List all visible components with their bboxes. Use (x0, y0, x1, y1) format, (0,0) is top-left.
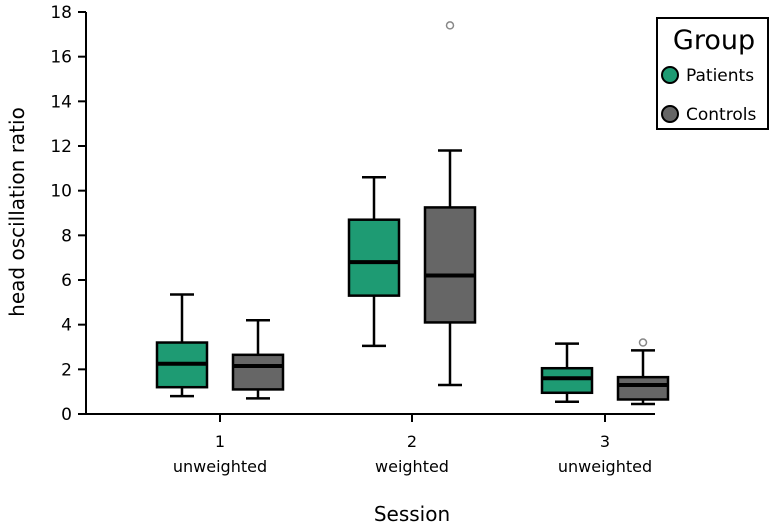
y-tick-label: 16 (50, 48, 72, 68)
x-tick-label: 2 (407, 432, 417, 451)
x-tick-label: 1 (215, 432, 225, 451)
x-tick-sublabel: weighted (375, 457, 449, 476)
y-tick-label: 0 (61, 405, 72, 425)
legend-label-patients: Patients (686, 66, 754, 86)
y-tick-label: 18 (50, 3, 72, 23)
legend-swatch-controls (661, 105, 679, 123)
y-tick-label: 8 (61, 226, 72, 246)
box-controls-session-1-box (231, 353, 285, 391)
y-tick-label: 14 (50, 92, 72, 112)
x-tick-label: 3 (600, 432, 610, 451)
legend-swatch-patients (661, 66, 679, 84)
legend-label-controls: Controls (686, 105, 756, 125)
x-axis-title: Session (374, 502, 450, 526)
x-tick-sublabel: unweighted (173, 457, 267, 476)
y-tick-label: 6 (61, 271, 72, 291)
y-tick-label: 4 (61, 316, 72, 336)
x-tick-sublabel: unweighted (558, 457, 652, 476)
legend: Group Patients Controls (656, 17, 769, 130)
box-controls-session-2-box (423, 206, 477, 324)
y-axis-title: head oscillation ratio (5, 107, 29, 317)
plot-area: 0 2 4 6 8 10 12 14 16 18 1 unweighted 2 weighted 3 unwe… (50, 3, 670, 476)
box-controls-session-2-outlier (445, 21, 455, 30)
box-patients-session-3-box (540, 366, 594, 395)
y-tick-label: 12 (50, 137, 72, 157)
box-controls-session-3-box (616, 375, 670, 401)
box-patients-session-2-box (347, 218, 401, 297)
y-tick-label: 2 (61, 360, 72, 380)
legend-title: Group (673, 25, 755, 56)
y-tick-label: 10 (50, 182, 72, 202)
box-controls-session-3-outlier (638, 338, 648, 347)
